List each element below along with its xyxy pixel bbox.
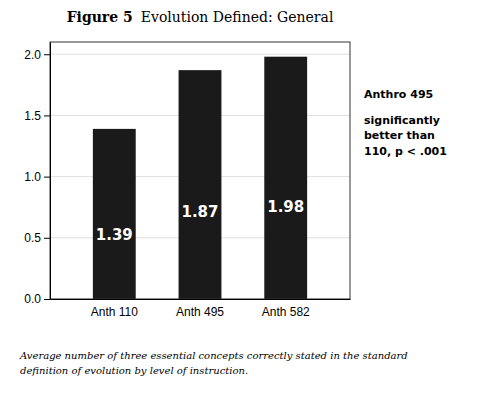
annotation: significantly better than 110, p < .001 — [364, 114, 447, 158]
y-axis: 0.0 0.5 1.0 1.5 2.0 — [24, 43, 50, 307]
tick: 1.0 — [24, 170, 50, 184]
tick-label: 0.5 — [24, 231, 41, 245]
tick-mark — [44, 115, 50, 116]
tick: 2.0 — [24, 48, 50, 62]
tick: Anth 582 — [262, 305, 310, 319]
data-label: 1.87 — [181, 203, 218, 221]
tick-label: Anth 110 — [91, 305, 138, 319]
tick-label: Anth 582 — [262, 305, 310, 319]
caption-line: definition of evolution by level of inst… — [20, 365, 248, 376]
caption: Average number of three essential concep… — [19, 350, 408, 376]
tick: Anth 110 — [91, 305, 138, 319]
tick: Anth 495 — [176, 305, 224, 319]
annotation-line: Anthro 495 — [364, 88, 433, 101]
chart: Figure 5Evolution Defined: General1.391.… — [0, 0, 500, 394]
tick-label: 1.0 — [24, 170, 41, 184]
tick-mark — [44, 299, 50, 300]
tick-mark — [44, 177, 50, 178]
axis-line — [50, 43, 51, 300]
grid — [50, 54, 350, 299]
annotation-line: better than — [364, 129, 435, 142]
annotation: Anthro 495 — [364, 88, 433, 101]
annotation-line: significantly — [364, 114, 440, 127]
subtitle: Evolution Defined: General — [141, 9, 334, 25]
bar — [179, 70, 222, 299]
bars — [93, 57, 307, 299]
tick-mark — [44, 54, 50, 55]
tick-label: 0.0 — [24, 292, 41, 306]
axis-line — [51, 299, 351, 300]
tick-mark — [44, 238, 50, 239]
bar — [93, 129, 136, 299]
data-label: 1.98 — [267, 198, 304, 216]
caption-line: Average number of three essential concep… — [19, 350, 408, 361]
annotation-line: 110, p < .001 — [364, 145, 447, 158]
tick: 1.5 — [24, 109, 50, 123]
title: Figure 5 Evolution Defined: General — [67, 9, 334, 25]
data-label: 1.39 — [96, 226, 133, 244]
data-labels: 1.39 1.87 1.98 — [96, 198, 304, 243]
plot: 1.391.871.980.00.51.01.52.0Anth 110Anth … — [24, 42, 350, 319]
tick-label: 1.5 — [24, 109, 41, 123]
grid-line — [50, 54, 350, 55]
x-axis: Anth 110 Anth 495 Anth 582 — [51, 300, 351, 319]
title-bold: Figure 5 — [67, 9, 133, 25]
tick-label: Anth 495 — [176, 305, 224, 319]
bar — [264, 57, 307, 299]
tick-label: 2.0 — [24, 48, 41, 62]
tick: 0.5 — [24, 231, 50, 245]
plot-frame — [50, 42, 350, 299]
tick: 0.0 — [24, 292, 50, 306]
